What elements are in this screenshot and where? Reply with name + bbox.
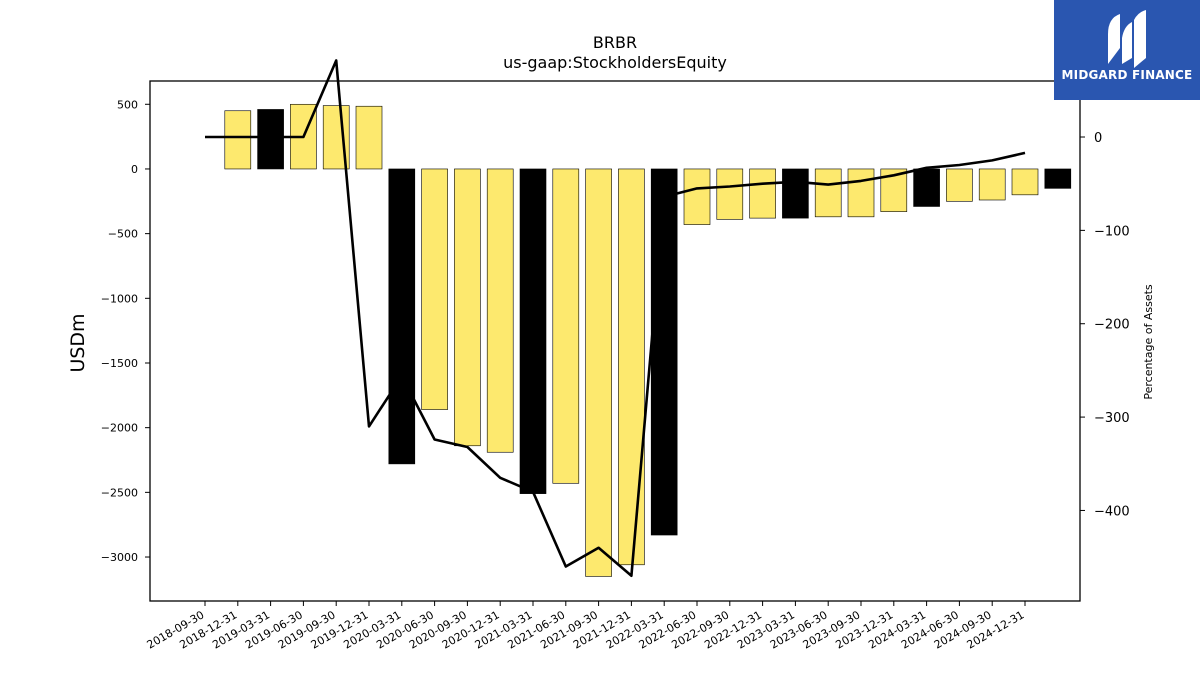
bar-2024-12-31: [1011, 168, 1039, 196]
y-tick-label: 0: [131, 163, 138, 176]
bar-2022-12-31: [749, 168, 776, 219]
y2-tick-label: −200: [1094, 318, 1130, 333]
bar-2021-12-31: [618, 168, 645, 566]
midgard-finance-logo: MIDGARD FINANCE: [1054, 0, 1200, 100]
y-tick-label: −1000: [101, 292, 138, 305]
bar-2021-09-30: [585, 168, 612, 577]
y-tick-label: −2500: [101, 486, 138, 499]
bar-undefined: [1044, 168, 1072, 189]
bar-2022-03-31: [650, 168, 678, 536]
bar-2018-12-31: [224, 110, 252, 170]
y2-tick-label: −300: [1094, 411, 1130, 426]
y2-tick-label: −400: [1094, 504, 1130, 519]
y-tick-label: −2000: [101, 422, 138, 435]
chart-subtitle: us-gaap:StockholdersEquity: [503, 53, 727, 72]
bar-2023-09-30: [847, 168, 875, 218]
axes-layer: 500 0 −500 −1000 −1500 −2000 −2500 −3000 0 −100 −2…: [101, 98, 1130, 651]
brand-mark-icon: [1108, 10, 1146, 68]
bar-2022-09-30: [716, 168, 744, 220]
y2-tick-label: −100: [1094, 224, 1130, 239]
bar-2024-09-30: [978, 168, 1006, 201]
y2-tick-label: 0: [1094, 131, 1102, 146]
plot-frame: [149, 80, 1081, 602]
bar-2020-12-31: [486, 168, 514, 453]
bar-2019-12-31: [355, 105, 383, 170]
bar-2024-06-30: [946, 168, 973, 202]
bar-2020-09-30: [454, 168, 481, 447]
y2-axis-label: Percentage of Assets: [1142, 284, 1155, 400]
bar-2022-06-30: [683, 168, 711, 225]
bars-layer: [224, 103, 1072, 577]
bar-2021-06-30: [552, 168, 580, 484]
bar-2023-03-31: [782, 168, 809, 219]
bar-2021-03-31: [519, 168, 547, 494]
y-tick-label: 500: [117, 98, 138, 111]
brand-name: MIDGARD FINANCE: [1061, 68, 1193, 82]
bar-2019-03-31: [257, 109, 284, 170]
y-tick-label: −1500: [101, 357, 138, 370]
bar-2024-03-31: [913, 168, 940, 207]
bar-2020-03-31: [388, 168, 416, 465]
series-line-percentage-of-assets: [205, 59, 1026, 578]
chart-title: BRBR: [593, 33, 637, 52]
y-tick-label: −500: [108, 228, 138, 241]
line-layer: [205, 59, 1026, 578]
y-axis-label: USDm: [67, 313, 89, 372]
bar-2020-06-30: [421, 168, 448, 410]
bar-2023-06-30: [814, 168, 842, 218]
y-tick-label: −3000: [101, 551, 138, 564]
